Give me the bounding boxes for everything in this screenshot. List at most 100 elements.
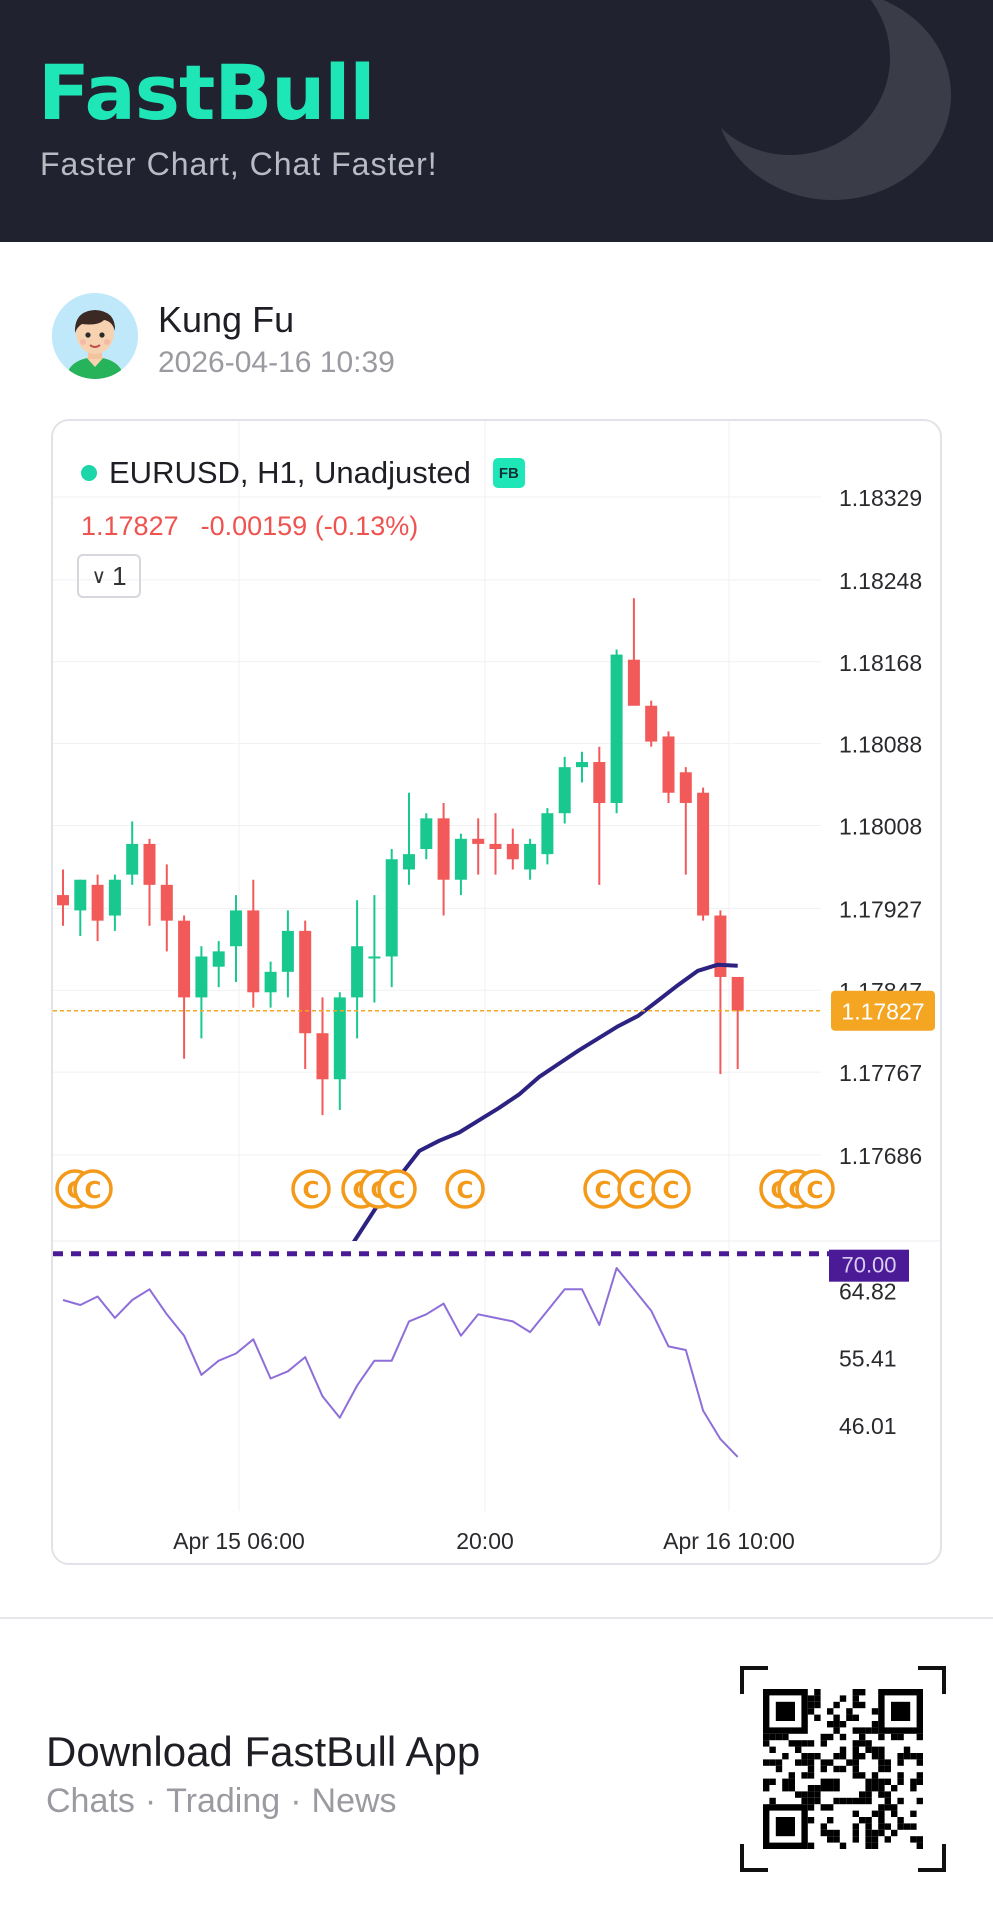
qr-module — [859, 1740, 866, 1747]
qr-finder — [775, 1817, 795, 1837]
qr-module — [878, 1791, 885, 1798]
moving-average-line — [352, 962, 738, 1241]
qr-module — [807, 1797, 815, 1805]
author-name[interactable]: Kung Fu — [158, 299, 295, 340]
qr-module — [871, 1727, 879, 1734]
live-status-dot — [81, 465, 97, 481]
qr-module — [820, 1765, 827, 1773]
qr-module — [910, 1785, 917, 1792]
y-tick-label: 1.17686 — [839, 1143, 922, 1169]
event-marker-label: C — [663, 1178, 680, 1204]
y-tick-label: 1.18008 — [839, 813, 922, 839]
candle-body — [264, 971, 277, 993]
download-title[interactable]: Download FastBull App — [46, 1728, 481, 1775]
qr-module — [833, 1753, 840, 1760]
qr-module — [897, 1753, 904, 1760]
qr-code-icon[interactable] — [740, 1666, 946, 1872]
qr-module — [884, 1797, 891, 1805]
qr-module — [865, 1842, 872, 1849]
qr-module — [807, 1772, 815, 1779]
qr-module — [878, 1746, 885, 1753]
qr-module — [763, 1733, 770, 1741]
qr-module — [814, 1785, 821, 1792]
event-marker-label: C — [303, 1178, 320, 1204]
qr-module — [859, 1772, 866, 1779]
candle-body — [472, 838, 485, 844]
y-tick-label: 1.17767 — [839, 1060, 922, 1086]
qr-module — [891, 1804, 898, 1811]
candle-body — [57, 895, 69, 906]
candle-body — [662, 736, 675, 793]
qr-module — [865, 1746, 872, 1753]
qr-module — [827, 1829, 834, 1837]
rsi-level-tag — [829, 1249, 909, 1282]
event-marker-icon — [445, 1169, 485, 1209]
qr-module — [788, 1785, 795, 1792]
qr-module — [897, 1823, 904, 1830]
chart-card[interactable]: 1.18329 1.18248 1.18168 1.18088 1.18008 1.179… — [51, 419, 942, 1565]
qr-module — [814, 1797, 821, 1805]
qr-module — [827, 1721, 834, 1728]
qr-module — [852, 1759, 859, 1766]
candle-body — [299, 930, 312, 1034]
candle-body — [576, 762, 588, 768]
candle-body — [385, 859, 398, 957]
qr-module — [801, 1772, 808, 1779]
qr-module — [833, 1778, 840, 1785]
qr-module — [852, 1746, 859, 1753]
feature-chats: Chats — [46, 1782, 135, 1820]
qr-module — [763, 1778, 770, 1785]
qr-module — [878, 1759, 885, 1766]
qr-module — [916, 1836, 923, 1843]
qr-module — [788, 1740, 795, 1747]
qr-module — [801, 1791, 808, 1798]
qr-module — [878, 1765, 885, 1773]
qr-module — [884, 1778, 891, 1785]
candle-body — [368, 956, 381, 959]
qr-module — [852, 1695, 859, 1702]
avatar[interactable] — [52, 293, 138, 379]
event-marker-icon — [377, 1169, 417, 1209]
price-chart[interactable]: 1.18329 1.18248 1.18168 1.18088 1.18008 1.179… — [53, 421, 942, 1565]
qr-module — [801, 1753, 808, 1760]
qr-module — [852, 1765, 859, 1773]
qr-module — [878, 1778, 885, 1785]
qr-module — [897, 1759, 904, 1766]
candle-body — [454, 838, 467, 880]
candle-body — [351, 946, 364, 998]
qr-module — [884, 1791, 891, 1798]
indicator-collapse-button[interactable]: ∨ 1 — [77, 554, 141, 598]
qr-module — [807, 1817, 815, 1824]
qr-module — [897, 1733, 904, 1741]
price-change: -0.00159 (-0.13%) — [200, 511, 419, 541]
event-marker-label: C — [629, 1178, 646, 1204]
qr-module — [916, 1759, 923, 1766]
candle-body — [679, 772, 692, 803]
qr-module — [852, 1772, 859, 1779]
qr-module — [878, 1810, 885, 1817]
qr-module — [820, 1778, 827, 1785]
qr-module — [852, 1836, 859, 1843]
qr-module — [814, 1791, 821, 1798]
event-marker-label: C — [457, 1178, 474, 1204]
qr-module — [782, 1733, 789, 1741]
qr-module — [878, 1817, 885, 1824]
x-tick-label: Apr 15 06:00 — [173, 1528, 305, 1554]
qr-module — [859, 1791, 866, 1798]
qr-module — [820, 1823, 827, 1830]
y-tick-label: 1.17927 — [839, 896, 922, 922]
x-tick-label: 20:00 — [456, 1528, 514, 1554]
qr-module — [839, 1695, 847, 1702]
event-marker-icon — [73, 1169, 113, 1209]
qr-module — [763, 1785, 770, 1792]
qr-module — [846, 1797, 853, 1805]
qr-module — [865, 1778, 872, 1785]
qr-module — [865, 1829, 872, 1837]
qr-frame-corner — [740, 1666, 768, 1670]
qr-module — [839, 1797, 847, 1805]
qr-module — [865, 1785, 872, 1792]
qr-module — [807, 1759, 815, 1766]
event-marker-icon — [651, 1169, 691, 1209]
candle-body — [316, 1033, 329, 1080]
qr-module — [878, 1829, 885, 1837]
